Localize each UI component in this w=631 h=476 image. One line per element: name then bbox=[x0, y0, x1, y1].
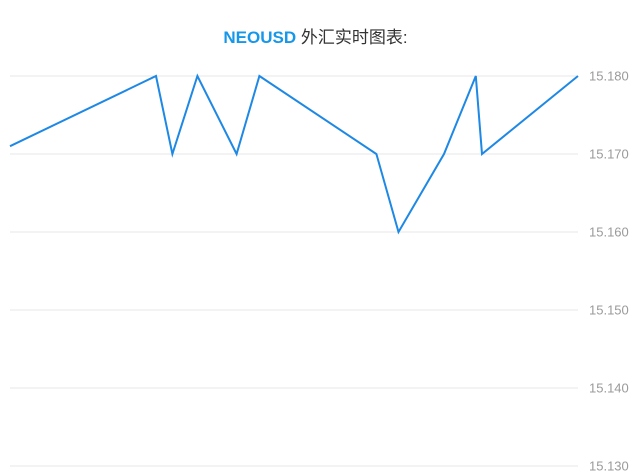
symbol-label: NEOUSD bbox=[223, 28, 297, 47]
y-axis-label: 15.140 bbox=[589, 381, 629, 396]
price-line bbox=[9, 73, 579, 235]
y-axis-label: 15.160 bbox=[589, 225, 629, 240]
y-axis-label: 15.180 bbox=[589, 69, 629, 84]
y-axis-label: 15.170 bbox=[589, 147, 629, 162]
y-axis-label: 15.130 bbox=[589, 459, 629, 474]
title-text: 外汇实时图表: bbox=[296, 28, 408, 47]
y-axis-label: 15.150 bbox=[589, 303, 629, 318]
chart-title: NEOUSD 外汇实时图表: bbox=[0, 27, 631, 48]
